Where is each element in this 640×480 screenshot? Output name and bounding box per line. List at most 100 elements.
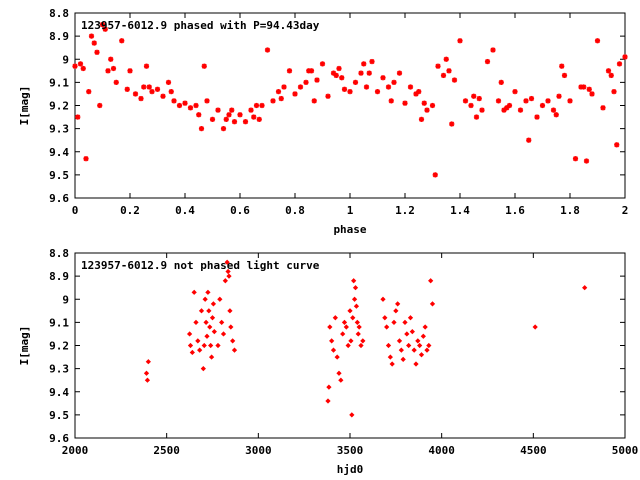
data-point xyxy=(198,126,205,132)
data-point xyxy=(358,342,364,349)
data-point xyxy=(336,65,342,72)
x-tick-label: 0.2 xyxy=(120,204,140,217)
data-point xyxy=(600,105,606,111)
data-point xyxy=(352,285,359,291)
data-point xyxy=(77,61,84,67)
data-point xyxy=(143,63,150,69)
data-point xyxy=(594,38,601,44)
data-point xyxy=(341,86,348,92)
data-point xyxy=(567,98,573,104)
data-point xyxy=(347,308,353,314)
data-point xyxy=(189,349,195,356)
data-point xyxy=(559,63,565,69)
data-point xyxy=(550,107,557,113)
data-point xyxy=(105,68,111,74)
data-point xyxy=(333,72,339,79)
data-point xyxy=(220,126,227,132)
data-point xyxy=(614,142,620,148)
data-point xyxy=(476,95,482,102)
data-point xyxy=(586,86,592,92)
data-point xyxy=(446,68,452,74)
data-point xyxy=(231,119,238,125)
data-point xyxy=(83,156,89,162)
data-point xyxy=(473,114,480,120)
data-point xyxy=(215,342,221,349)
data-point xyxy=(553,112,559,118)
data-point xyxy=(223,116,229,122)
data-point xyxy=(336,370,342,376)
data-point xyxy=(191,289,197,295)
data-point xyxy=(534,114,540,120)
data-point xyxy=(417,342,423,349)
data-point xyxy=(354,319,360,325)
data-point xyxy=(219,319,225,325)
data-point xyxy=(102,26,108,32)
data-point xyxy=(251,114,257,120)
data-point xyxy=(380,296,386,302)
data-point xyxy=(404,331,410,337)
y-tick-label: 8.8 xyxy=(49,7,69,20)
data-point xyxy=(325,398,331,404)
data-point xyxy=(369,58,375,65)
data-point xyxy=(385,342,392,349)
data-point xyxy=(611,89,617,95)
data-point xyxy=(532,324,538,330)
data-point xyxy=(187,342,194,349)
data-point xyxy=(385,84,392,90)
data-point xyxy=(355,331,361,337)
y-tick-label: 9.5 xyxy=(49,409,69,422)
data-point xyxy=(495,98,502,104)
data-point xyxy=(171,98,177,104)
data-point xyxy=(589,91,595,97)
data-point xyxy=(217,296,223,302)
y-tick-label: 9.4 xyxy=(49,146,69,159)
data-point xyxy=(292,91,298,97)
data-point xyxy=(334,354,340,360)
data-point xyxy=(528,95,535,102)
data-point xyxy=(484,58,491,65)
data-point xyxy=(561,72,568,79)
data-point xyxy=(363,84,370,90)
data-point xyxy=(227,308,233,314)
x-tick-label: 1 xyxy=(347,204,354,217)
x-tick-label: 4500 xyxy=(520,444,547,457)
data-point xyxy=(389,361,395,367)
data-point xyxy=(231,347,238,353)
data-point xyxy=(75,114,81,120)
data-point xyxy=(256,116,262,122)
data-point xyxy=(226,112,232,118)
data-point xyxy=(581,84,587,90)
data-point xyxy=(203,319,209,325)
data-point xyxy=(99,21,106,28)
data-point xyxy=(608,72,614,79)
x-tick-label: 1.2 xyxy=(395,204,415,217)
data-point xyxy=(143,370,150,376)
data-point xyxy=(208,354,215,360)
y-axis-label: I[mag] xyxy=(18,326,31,366)
data-point xyxy=(215,107,221,113)
data-point xyxy=(479,107,485,113)
data-point xyxy=(94,49,100,55)
data-point xyxy=(413,361,419,367)
data-point xyxy=(471,93,477,99)
data-point xyxy=(338,377,344,383)
data-point xyxy=(187,105,194,111)
data-point xyxy=(281,84,287,90)
x-axis-label: phase xyxy=(333,223,366,236)
x-tick-label: 2000 xyxy=(62,444,89,457)
data-point xyxy=(80,65,86,72)
data-point xyxy=(387,354,393,360)
data-point xyxy=(388,98,394,104)
y-tick-label: 9.1 xyxy=(49,316,69,329)
data-point xyxy=(176,102,183,109)
data-point xyxy=(347,89,353,95)
ticks: 2000 2500 3000 3500 4000 4500 5000 8.8 8.9 9 9.1 9.… xyxy=(49,247,638,457)
data-point xyxy=(110,65,117,72)
data-point xyxy=(539,102,546,109)
x-tick-label: 0.4 xyxy=(175,204,195,217)
chart-title: 123957-6012.9 not phased light curve xyxy=(81,259,320,272)
data-point xyxy=(88,33,95,39)
data-point xyxy=(196,112,202,118)
data-point xyxy=(325,93,331,99)
